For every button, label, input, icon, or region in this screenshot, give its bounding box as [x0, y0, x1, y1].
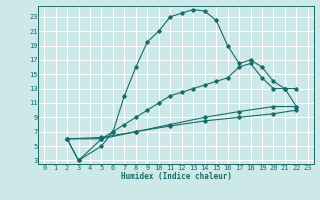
X-axis label: Humidex (Indice chaleur): Humidex (Indice chaleur)	[121, 172, 231, 181]
